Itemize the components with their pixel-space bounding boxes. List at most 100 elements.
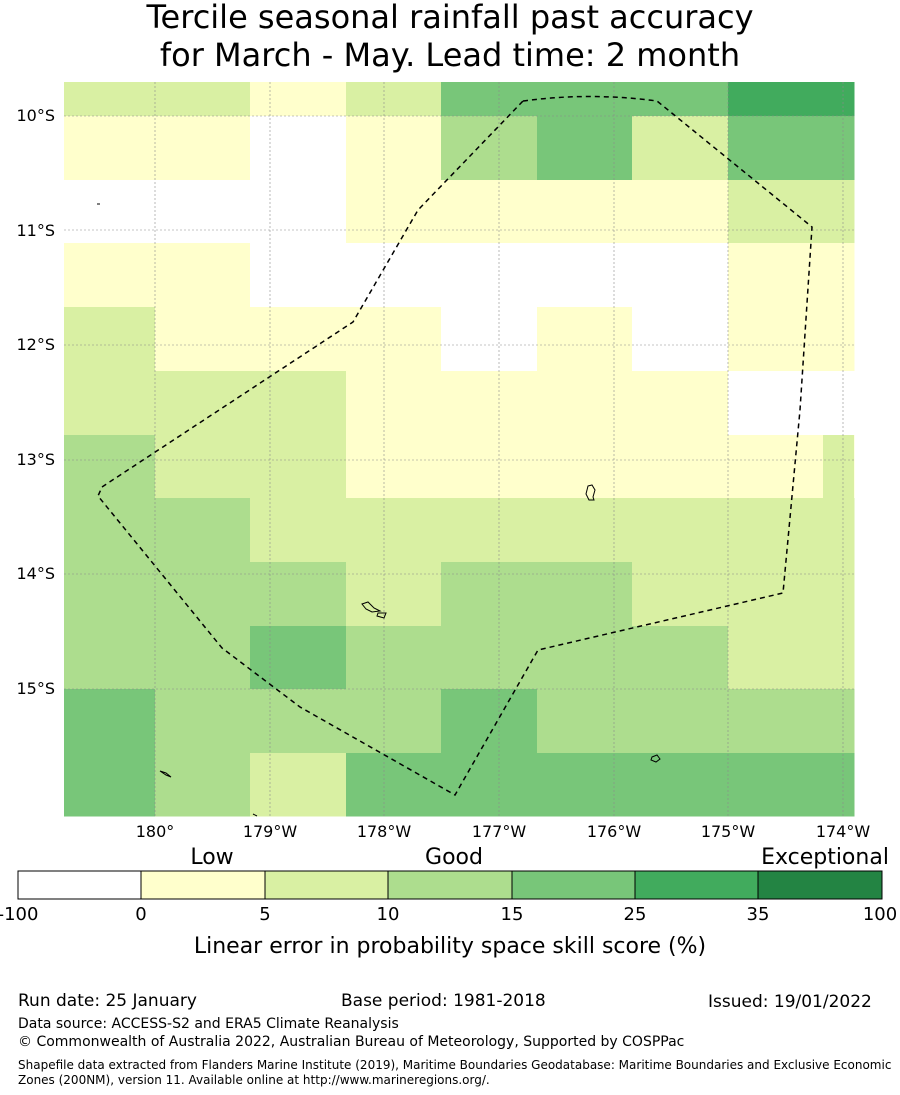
grid-cell: [250, 435, 347, 499]
eez-boundary: [97, 95, 813, 797]
grid-cell: [823, 689, 854, 754]
grid-cell: [537, 116, 633, 181]
grid-cell: [441, 371, 538, 436]
grid-cell: [250, 116, 347, 181]
grid-cell: [537, 371, 633, 436]
grid-cell: [250, 562, 347, 627]
grid-cell: [64, 180, 156, 244]
grid-cell: [250, 689, 347, 754]
grid-cell: [155, 626, 251, 690]
data-source: Data source: ACCESS-S2 and ERA5 Climate …: [18, 1016, 399, 1032]
lat-label: 15°S: [16, 679, 55, 698]
grid-cell: [537, 626, 633, 690]
grid-cell: [155, 180, 251, 244]
grid-cell: [632, 498, 729, 563]
island-north: [585, 484, 596, 501]
grid-cell: [823, 562, 854, 627]
colorbar-swatch: [511, 870, 636, 900]
colorbar-tick: 100: [863, 904, 897, 925]
grid-cell: [441, 116, 538, 181]
grid-cell: [346, 371, 442, 436]
map-figure: 10°S 11°S 12°S 13°S 14°S 15°S 180° 179°W…: [0, 82, 897, 959]
grid-cell: [155, 307, 251, 372]
island-south: [650, 754, 661, 763]
grid-cell: [250, 307, 347, 372]
colorbar-tick: 15: [501, 904, 524, 925]
copyright: © Commonwealth of Australia 2022, Austra…: [18, 1034, 685, 1050]
grid-cell: [441, 498, 538, 563]
grid-cell: [250, 753, 347, 817]
grid-cell: [632, 116, 729, 181]
colorbar-swatch: [17, 870, 142, 900]
island-southwest: [159, 770, 172, 778]
grid-cell: [64, 116, 156, 181]
colorbar-swatch: [387, 870, 513, 900]
grid-cell: [632, 562, 729, 627]
grid-cell: [346, 626, 442, 690]
grid-cell: [537, 753, 633, 817]
grid-cell: [632, 180, 729, 244]
grid-cell: [441, 626, 538, 690]
grid-cell: [64, 243, 156, 308]
latitude-axis: 10°S 11°S 12°S 13°S 14°S 15°S: [16, 106, 55, 698]
grid-cell: [537, 243, 633, 308]
grid-cell: [155, 753, 251, 817]
grid-cell: [64, 371, 156, 436]
grid-cell: [250, 243, 347, 308]
grid-cell: [64, 562, 156, 627]
grid-cell: [441, 307, 538, 372]
colorbar-swatch: [264, 870, 389, 900]
lon-label: 179°W: [243, 822, 298, 841]
run-date: Run date: 25 January: [18, 991, 197, 1011]
grid-cell: [441, 562, 538, 627]
grid-cell: [346, 753, 442, 817]
grid-cell: [632, 371, 729, 436]
island-west-small: [376, 612, 387, 619]
grid-cell: [64, 307, 156, 372]
grid-cell: [537, 307, 633, 372]
grid-cell: [823, 435, 854, 499]
grid-cell: [155, 243, 251, 308]
category-good: Good: [425, 845, 483, 870]
grid-cell: [537, 435, 633, 499]
grid-cell: [823, 498, 854, 563]
longitude-axis: 180° 179°W 178°W 177°W 176°W 175°W 174°W: [136, 822, 871, 841]
colorbar-tick: 5: [259, 904, 270, 925]
lat-label: 10°S: [16, 106, 55, 125]
grid-cell: [346, 243, 442, 308]
colorbar-swatches: [17, 870, 883, 900]
island-west: [361, 601, 382, 613]
grid-cell: [155, 435, 251, 499]
grid-cell: [441, 82, 538, 117]
grid-cell: [346, 180, 442, 244]
grid-cell: [823, 753, 854, 817]
grid-cell: [823, 180, 854, 244]
grid-cell: [346, 307, 442, 372]
grid-cell: [155, 82, 251, 117]
grid-cell: [250, 82, 347, 117]
grid-cell: [346, 498, 442, 563]
map-title: Tercile seasonal rainfall past accuracy …: [0, 0, 900, 74]
lon-label: 174°W: [816, 822, 871, 841]
grid-cell: [155, 116, 251, 181]
grid-cell: [537, 82, 633, 117]
grid-cell: [346, 689, 442, 754]
lon-label: 178°W: [357, 822, 412, 841]
grid-cell: [64, 689, 156, 754]
lon-label: 180°: [136, 822, 175, 841]
colorbar-title: Linear error in probability space skill …: [194, 934, 706, 959]
grid-cell: [632, 82, 729, 117]
grid-cell: [632, 689, 729, 754]
grid-cell: [441, 243, 538, 308]
grid-cell: [64, 435, 156, 499]
island-tiny-2: [252, 813, 258, 817]
grid-cell: [346, 116, 442, 181]
grid-cell: [632, 753, 729, 817]
grid-cell: [823, 82, 854, 117]
grid-cell: [64, 498, 156, 563]
grid-cell: [346, 562, 442, 627]
grid-cell: [155, 498, 251, 563]
grid-cell: [64, 753, 156, 817]
title-line-2: for March - May. Lead time: 2 month: [159, 36, 741, 74]
lat-label: 11°S: [16, 221, 55, 240]
